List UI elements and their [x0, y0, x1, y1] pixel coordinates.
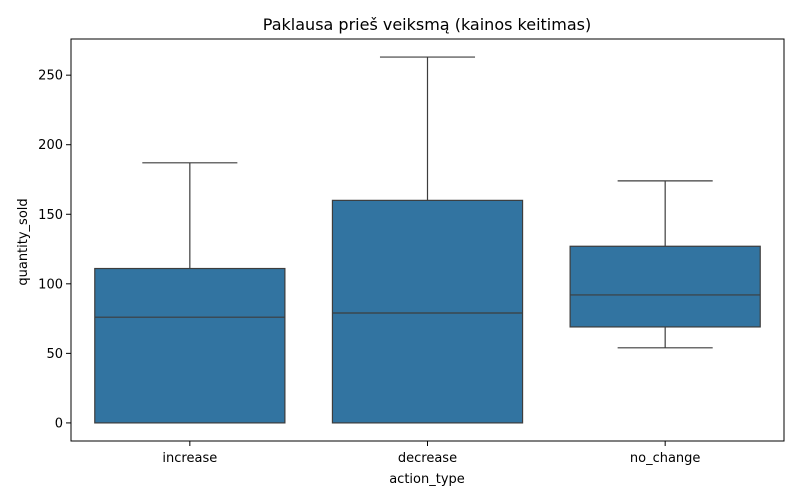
chart-title: Paklausa prieš veiksmą (kainos keitimas) — [263, 15, 591, 34]
x-tick-label-increase: increase — [162, 451, 217, 466]
x-tick-label-decrease: decrease — [398, 451, 457, 466]
box-group-decrease — [331, 56, 524, 424]
iqr-box — [94, 267, 286, 424]
y-tick-label: 150 — [38, 208, 63, 223]
x-tick-label-no_change: no_change — [630, 451, 701, 466]
box-group-no_change — [569, 180, 761, 349]
x-axis: increase decrease no_change — [162, 441, 700, 466]
y-tick-label: 0 — [55, 416, 63, 431]
x-axis-label: action_type — [389, 472, 465, 487]
y-axis: 0 50 100 150 200 250 — [38, 69, 71, 431]
iqr-box — [331, 199, 524, 424]
y-tick-label: 50 — [46, 347, 63, 362]
box-group-increase — [94, 162, 286, 424]
y-tick-label: 200 — [38, 138, 63, 153]
y-tick-label: 250 — [38, 69, 63, 84]
y-tick-label: 100 — [38, 277, 63, 292]
iqr-box — [569, 245, 761, 328]
plot-area — [70, 38, 785, 442]
y-axis-label: quantity_sold — [16, 198, 31, 285]
